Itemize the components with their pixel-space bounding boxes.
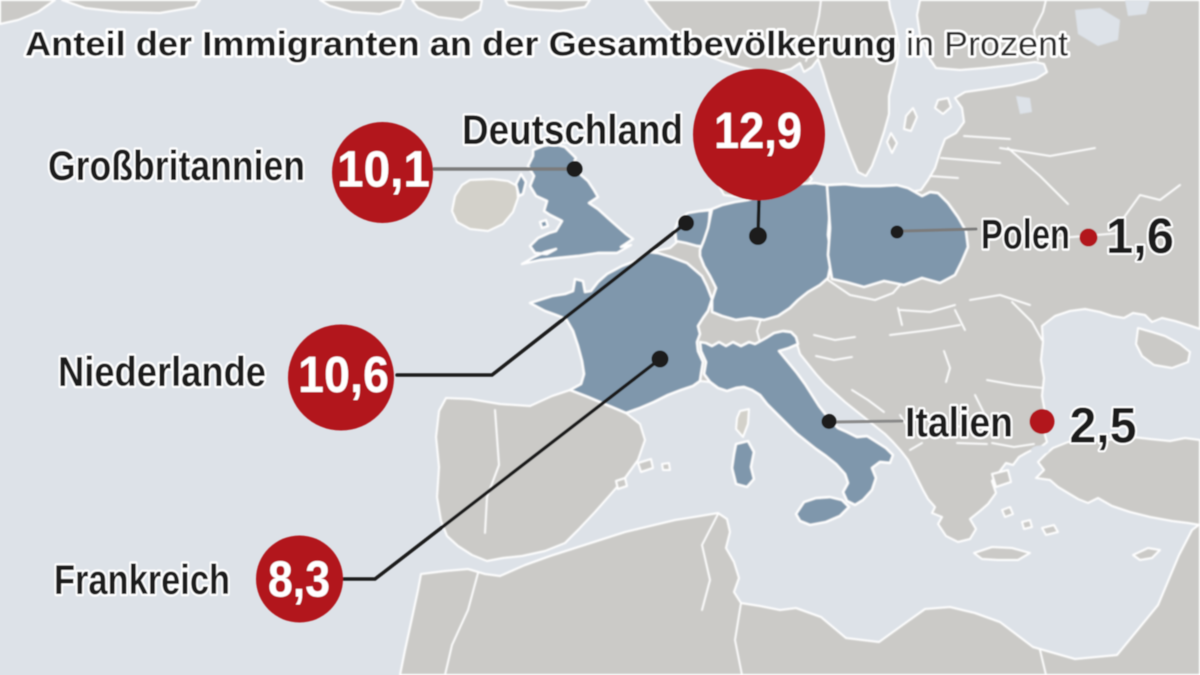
svg-text:in Prozent: in Prozent <box>906 26 1069 64</box>
svg-text:Niederlande: Niederlande <box>58 348 266 395</box>
svg-text:12,9: 12,9 <box>714 102 802 159</box>
svg-text:2,5: 2,5 <box>1070 398 1137 454</box>
svg-text:Polen: Polen <box>981 211 1070 258</box>
svg-text:Anteil der Immigranten an der: Anteil der Immigranten an der Gesamtbevö… <box>25 26 897 64</box>
svg-text:Deutschland: Deutschland <box>462 106 683 153</box>
svg-text:10,1: 10,1 <box>337 141 430 198</box>
svg-text:Großbritannien: Großbritannien <box>48 142 305 189</box>
svg-text:8,3: 8,3 <box>268 551 330 608</box>
svg-text:1,6: 1,6 <box>1106 208 1174 264</box>
svg-text:Frankreich: Frankreich <box>54 556 230 603</box>
svg-text:Italien: Italien <box>905 399 1013 446</box>
svg-text:10,6: 10,6 <box>298 346 389 403</box>
